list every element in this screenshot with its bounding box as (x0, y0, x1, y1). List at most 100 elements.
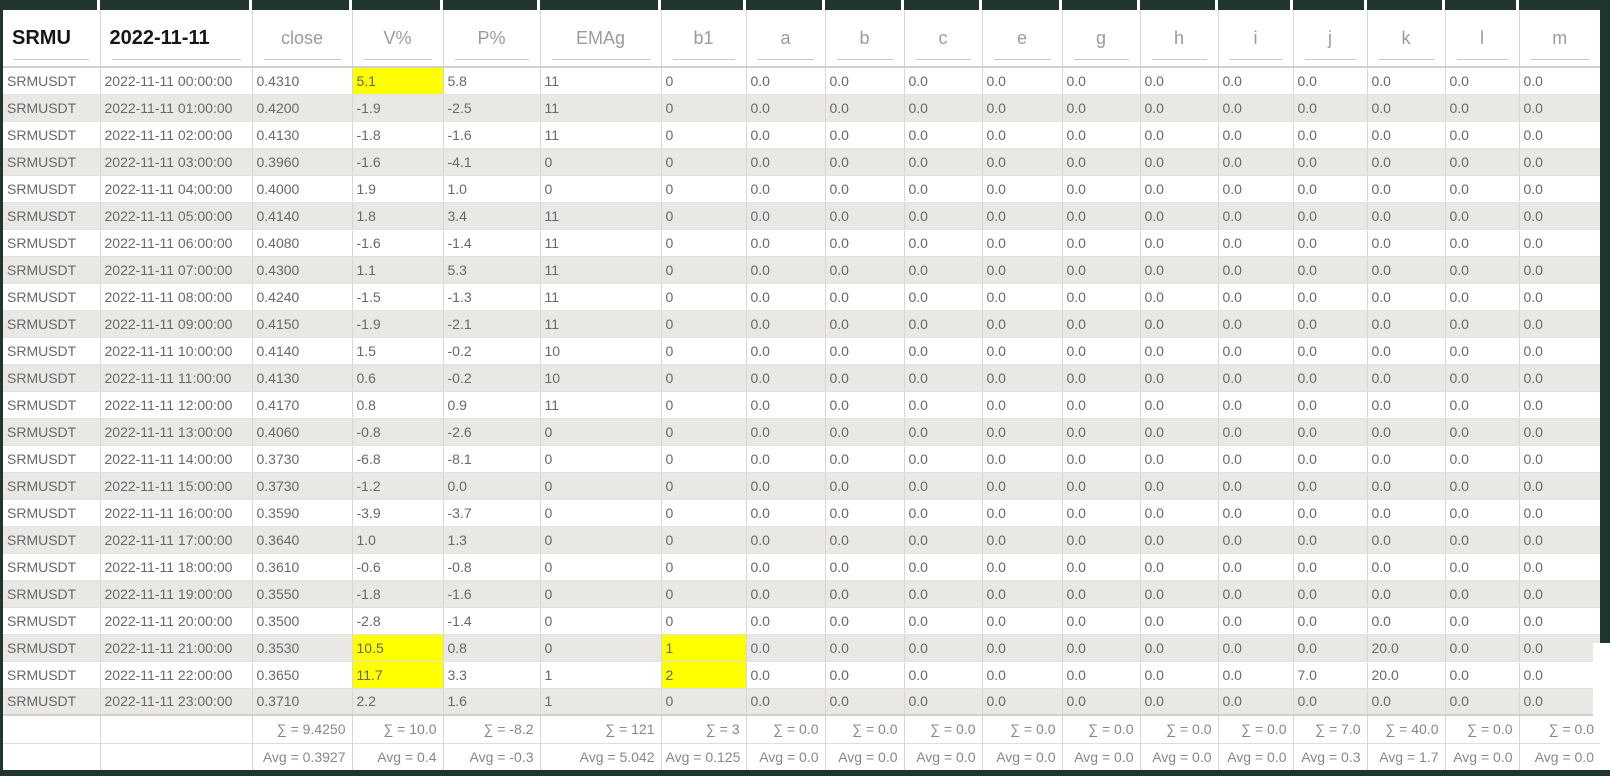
column-header-b[interactable]: b (825, 10, 905, 67)
table-cell: -2.6 (443, 418, 541, 446)
avg-cell: Avg = 0.125 (661, 742, 747, 770)
column-header-label: e (1016, 27, 1027, 48)
table-cell: -1.5 (352, 283, 444, 311)
table-cell: 0.0 (1293, 175, 1368, 203)
table-cell: 0.0 (825, 580, 905, 608)
table-cell: 0.0 (1445, 661, 1520, 689)
column-header-k[interactable]: k (1367, 10, 1446, 67)
table-cell: 5.3 (443, 256, 541, 284)
table-cell: 0.4300 (252, 256, 353, 284)
table-cell: 0.0 (1218, 256, 1294, 284)
table-cell: 0.0 (904, 580, 983, 608)
table-cell: 0.0 (1293, 688, 1368, 716)
table-cell: 0.0 (825, 661, 905, 689)
table-cell: 0.0 (1519, 310, 1600, 338)
table-cell: 0.0 (1062, 634, 1141, 662)
avg-row: Avg = 0.3927 Avg = 0.4 Avg = -0.3 Avg = 5.0… (3, 742, 1600, 770)
window-bottom-bar (0, 770, 1610, 776)
table-cell: 0.0 (1367, 337, 1446, 365)
table-cell: 0.0 (825, 310, 905, 338)
table-cell: 0.0 (1519, 337, 1600, 365)
table-cell: 0.0 (1445, 256, 1520, 284)
column-header-j[interactable]: j (1293, 10, 1368, 67)
table-cell: 0.0 (1519, 607, 1600, 635)
column-header-2022-11-11[interactable]: 2022-11-11 (100, 10, 253, 67)
table-cell: 0.0 (1062, 661, 1141, 689)
table-cell: SRMUSDT (3, 391, 101, 419)
table-row: SRMUSDT 2022-11-11 17:00:00 0.3640 1.0 1.3 0 0… (3, 526, 1600, 554)
table-cell: 0.0 (1293, 472, 1368, 500)
table-cell: 0.0 (1062, 499, 1141, 527)
table-cell: SRMUSDT (3, 418, 101, 446)
table-cell: SRMUSDT (3, 310, 101, 338)
table-cell: SRMUSDT (3, 607, 101, 635)
column-header-i[interactable]: i (1218, 10, 1294, 67)
table-cell: 0.0 (982, 364, 1063, 392)
table-cell: -1.9 (352, 310, 444, 338)
table-cell: 2022-11-11 10:00:00 (100, 337, 253, 365)
table-row: SRMUSDT 2022-11-11 16:00:00 0.3590 -3.9 -3.7… (3, 499, 1600, 527)
table-cell: SRMUSDT (3, 661, 101, 689)
table-cell: 2022-11-11 08:00:00 (100, 283, 253, 311)
table-cell: 2022-11-11 14:00:00 (100, 445, 253, 473)
table-cell: 0.0 (746, 256, 826, 284)
highlighted-cell: 11.7 (352, 661, 444, 689)
table-cell: 0.0 (1140, 391, 1219, 419)
table-cell: 0.0 (1293, 364, 1368, 392)
table-cell: 0.0 (746, 418, 826, 446)
column-header-P%[interactable]: P% (443, 10, 541, 67)
column-header-SRMU[interactable]: SRMU (3, 10, 101, 67)
table-cell: 0.0 (1062, 202, 1141, 230)
table-cell: 0.0 (1519, 202, 1600, 230)
window-left-border (0, 0, 3, 776)
table-cell: 0.0 (1218, 634, 1294, 662)
table-header: SRMU 2022-11-11 close V% P% EMAg b1 a b c e g h i j k l m (3, 10, 1600, 67)
table-cell: 0.0 (825, 553, 905, 581)
table-cell: 1 (540, 688, 662, 716)
column-header-V%[interactable]: V% (352, 10, 444, 67)
column-header-h[interactable]: h (1140, 10, 1219, 67)
table-cell: 0.0 (904, 688, 983, 716)
table-cell: 0.0 (1293, 607, 1368, 635)
sum-cell: ∑ = 0.0 (1445, 714, 1520, 743)
table-cell: SRMUSDT (3, 445, 101, 473)
table-cell: 0.0 (904, 526, 983, 554)
table-cell: 0 (661, 283, 747, 311)
table-cell: 0.0 (1062, 418, 1141, 446)
table-cell: 0.0 (825, 499, 905, 527)
table-row: SRMUSDT 2022-11-11 12:00:00 0.4170 0.8 0.9 11… (3, 391, 1600, 419)
avg-cell: Avg = 0.3 (1293, 742, 1368, 770)
table-cell: 0 (540, 553, 662, 581)
table-cell: 0.0 (1367, 67, 1446, 95)
table-row: SRMUSDT 2022-11-11 20:00:00 0.3500 -2.8 -1.4… (3, 607, 1600, 635)
table-cell: 0.0 (1140, 688, 1219, 716)
table-cell: 0.0 (1218, 553, 1294, 581)
column-header-l[interactable]: l (1445, 10, 1520, 67)
table-cell: -3.9 (352, 499, 444, 527)
table-cell: 0.0 (1293, 121, 1368, 149)
table-cell: 0 (661, 472, 747, 500)
table-cell: 0.0 (1293, 499, 1368, 527)
table-cell: 0.0 (904, 121, 983, 149)
table-cell: 0.0 (1293, 337, 1368, 365)
column-header-EMAg[interactable]: EMAg (540, 10, 662, 67)
table-cell: 0.0 (1445, 634, 1520, 662)
column-header-g[interactable]: g (1062, 10, 1141, 67)
header-underline (111, 59, 241, 60)
table-cell: 0.0 (1062, 148, 1141, 176)
table-cell: 0.0 (982, 337, 1063, 365)
table-cell: 0 (661, 553, 747, 581)
table-cell: 0.3730 (252, 445, 353, 473)
column-header-m[interactable]: m (1519, 10, 1600, 67)
sum-cell: ∑ = 3 (661, 714, 747, 743)
table-cell: 0.0 (825, 148, 905, 176)
column-header-a[interactable]: a (746, 10, 826, 67)
column-header-close[interactable]: close (252, 10, 353, 67)
table-row: SRMUSDT 2022-11-11 07:00:00 0.4300 1.1 5.3 11… (3, 256, 1600, 284)
column-header-b1[interactable]: b1 (661, 10, 747, 67)
table-cell: 0.3730 (252, 472, 353, 500)
column-header-c[interactable]: c (904, 10, 983, 67)
column-header-e[interactable]: e (982, 10, 1063, 67)
table-cell: 0.0 (904, 499, 983, 527)
table-cell: 0.0 (904, 607, 983, 635)
